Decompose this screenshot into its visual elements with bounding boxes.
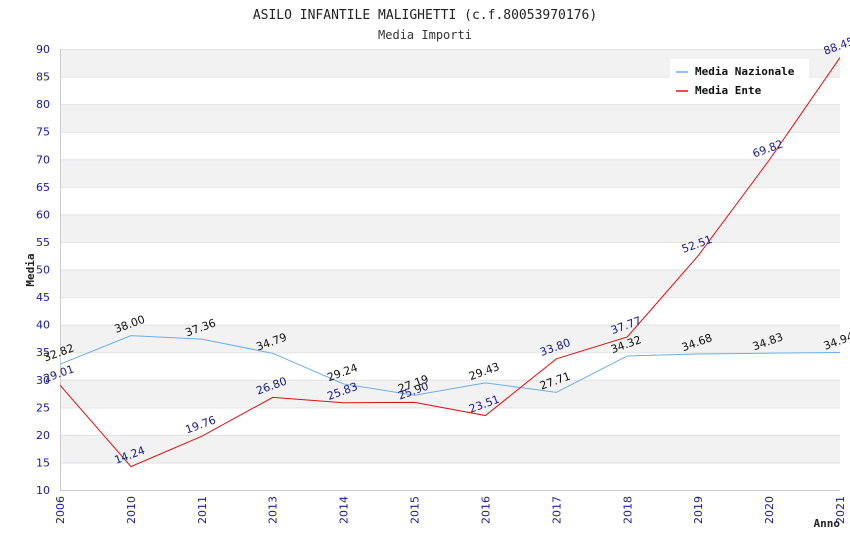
y-tick-label: 70 [36,153,50,166]
x-tick-label: 2006 [54,496,67,524]
grid-band [60,379,840,408]
y-tick-label: 35 [36,346,50,359]
y-tick-label: 65 [36,181,50,194]
grid-band [60,297,840,325]
grid-band [60,214,840,242]
x-tick-label: 2010 [125,496,138,524]
legend-label-ente: Media Ente [695,84,762,97]
y-tick-label: 75 [36,126,50,139]
y-axis-label: Media [24,253,37,286]
grid-band [60,159,840,187]
x-tick-label: 2020 [763,496,776,524]
y-tick-label: 25 [36,401,50,414]
legend: Media Nazionale Media Ente [670,59,809,101]
chart-title: ASILO INFANTILE MALIGHETTI (c.f.80053970… [253,8,597,23]
x-axis-label: Anno [814,517,841,530]
x-tick-label: 2019 [692,496,705,524]
y-tick-label: 80 [36,98,50,111]
x-tick-label: 2017 [550,496,563,524]
series-line-nazionale [59,335,841,396]
grid-band [60,186,840,215]
grid-band [60,241,840,270]
x-tick-label: 2021 [834,496,847,524]
y-tick-label: 40 [36,319,50,332]
grid-band [60,434,840,463]
x-tick-label: 2016 [479,496,492,524]
y-tick-label: 30 [36,374,50,387]
x-tick-label: 2018 [621,496,634,524]
y-tick-label: 50 [36,264,50,277]
grid-lines [60,49,840,491]
grid-band [60,352,840,380]
y-tick-label: 15 [36,456,50,469]
chart-subtitle: Media Importi [378,28,472,42]
y-tick-label: 45 [36,291,50,304]
y-tick-label: 85 [36,71,50,84]
x-tick-label: 2015 [409,496,422,524]
y-tick-label: 55 [36,236,50,249]
x-tick-label: 2013 [267,496,280,524]
series-line-ente [59,57,841,468]
grid-band [60,269,840,298]
y-tick-label: 20 [36,429,50,442]
legend-box [670,59,809,101]
y-tick-label: 60 [36,208,50,221]
x-tick-label: 2011 [196,496,209,524]
x-tick-labels: 2006 2010 2011 2013 2014 2015 2016 2017 2018 2019… [54,496,847,524]
y-tick-label: 10 [36,484,50,497]
legend-label-nazionale: Media Nazionale [695,65,795,78]
grid-band [60,462,840,490]
grid-band [60,104,840,132]
x-tick-label: 2014 [338,496,351,524]
series-lines [59,57,841,468]
grid-band [60,131,840,160]
y-tick-label: 90 [36,43,50,56]
y-tick-labels: 10 15 20 25 30 35 40 45 50 55 60 65 70 75 80 85 90 [36,43,50,497]
grid-band [60,407,840,435]
